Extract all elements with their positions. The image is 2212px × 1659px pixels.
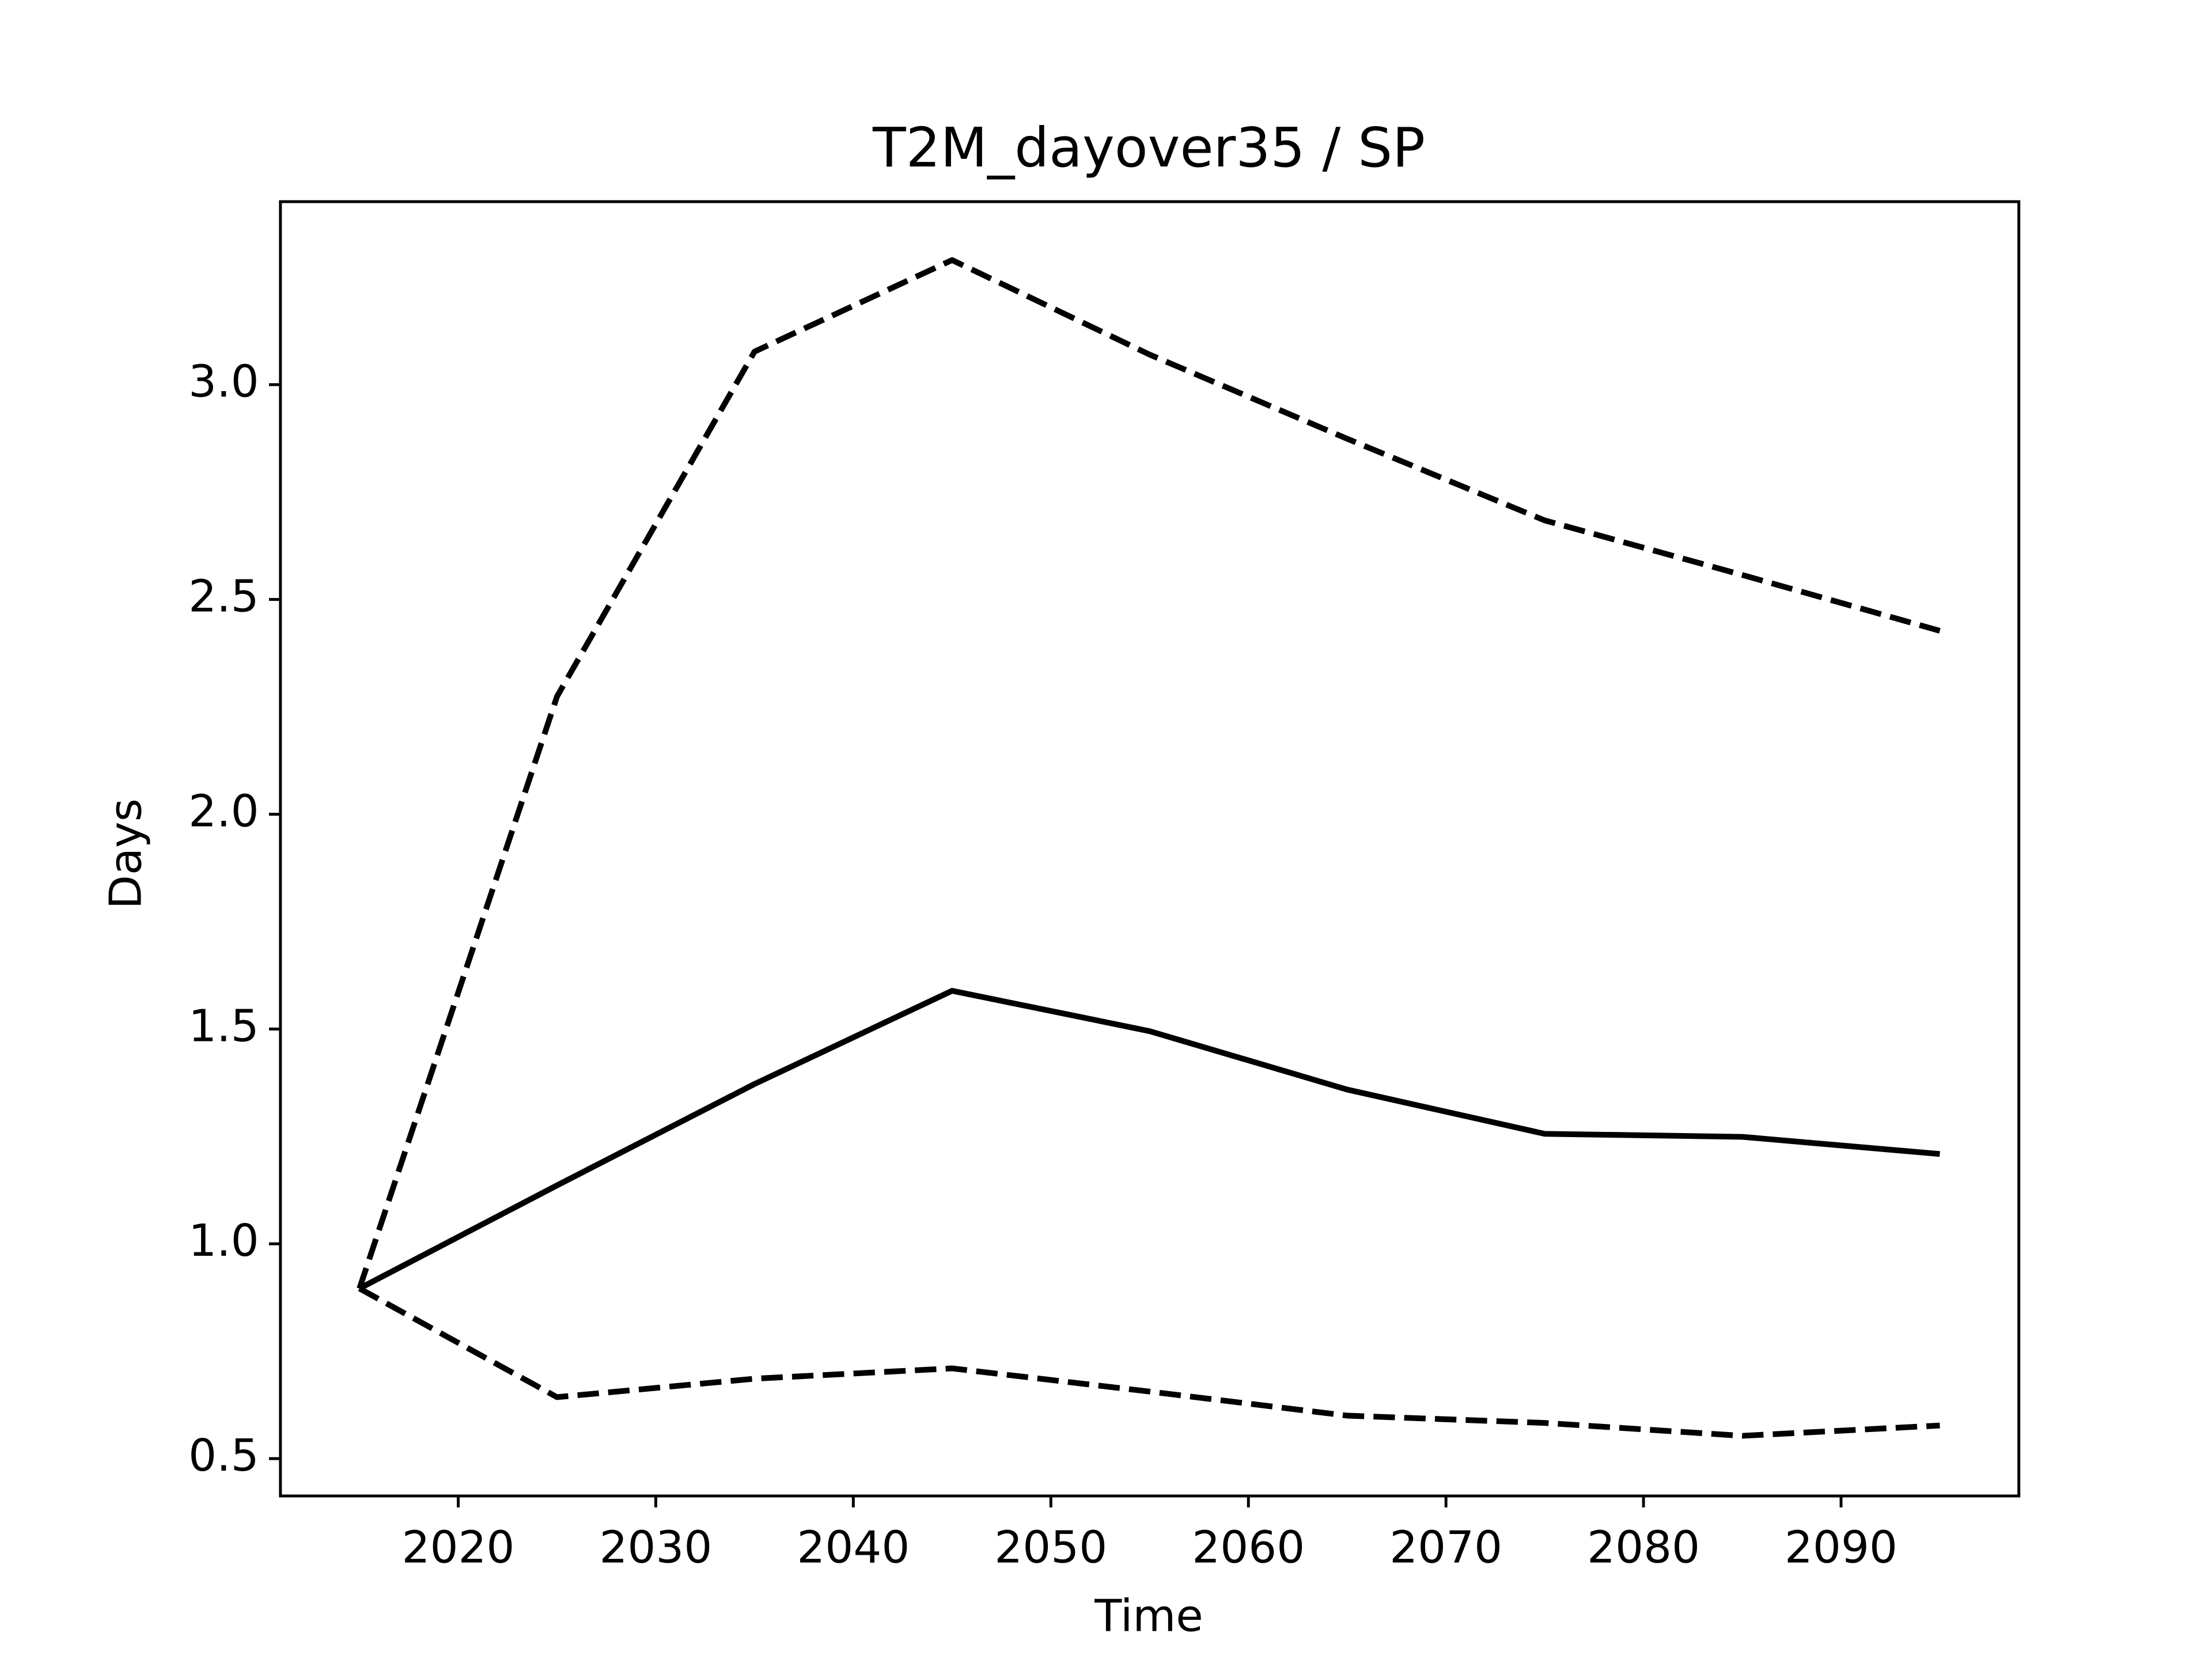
plot-frame	[279, 200, 2021, 1498]
x-tick-label: 2090	[1785, 1522, 1897, 1573]
x-tick-label: 2030	[599, 1522, 712, 1573]
line-series	[358, 1286, 1940, 1439]
y-tick-label: 2.0	[188, 786, 259, 837]
x-tick-label: 2070	[1389, 1522, 1502, 1573]
x-tick-label: 2060	[1192, 1522, 1305, 1573]
y-tick-label: 0.5	[188, 1430, 259, 1482]
y-tick-label: 1.5	[188, 1001, 259, 1052]
x-axis-label: Time	[1094, 1590, 1203, 1642]
y-tick-label: 3.0	[188, 357, 259, 408]
chart-title: T2M_dayover35 / SP	[872, 116, 1425, 180]
x-tick-label: 2020	[402, 1522, 515, 1573]
y-tick-label: 2.5	[188, 571, 259, 623]
line-series	[357, 257, 1941, 1290]
y-tick-label: 1.0	[188, 1215, 259, 1267]
x-tick-label: 2040	[797, 1522, 910, 1573]
y-axis-label: Days	[101, 798, 152, 909]
line-series	[358, 988, 1940, 1291]
x-tick-label: 2080	[1587, 1522, 1700, 1573]
x-tick-label: 2050	[994, 1522, 1107, 1573]
